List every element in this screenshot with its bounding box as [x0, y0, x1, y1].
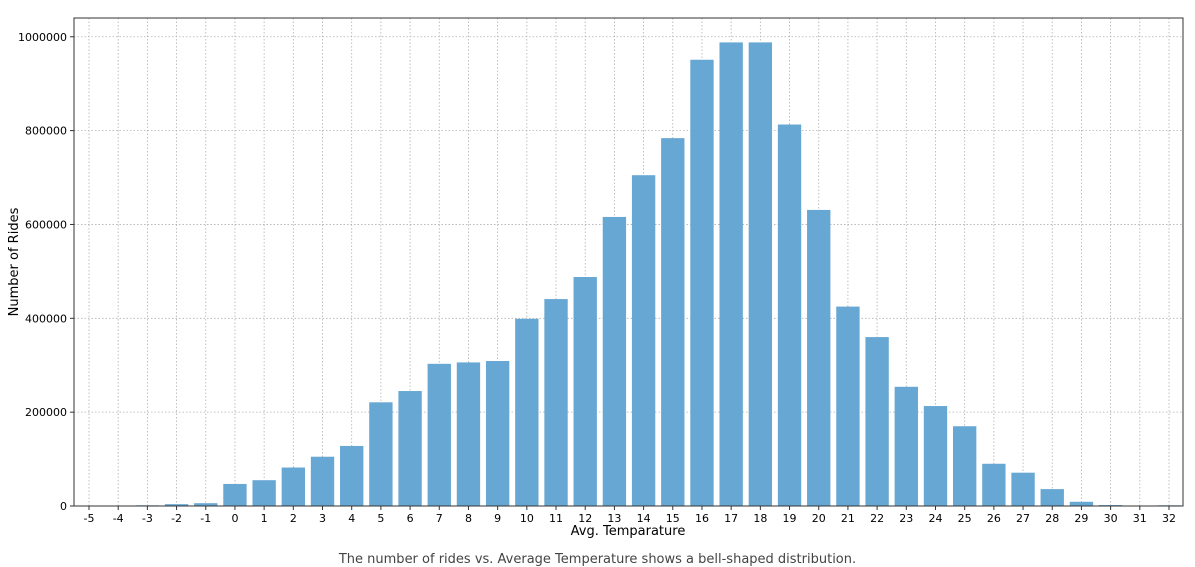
bar-26: [982, 464, 1005, 506]
bar-18: [749, 42, 772, 506]
bar-27: [1011, 473, 1034, 506]
x-tick-label: 26: [987, 512, 1001, 525]
bar-5: [369, 402, 392, 506]
x-tick-label: -5: [84, 512, 95, 525]
x-tick-label: 17: [724, 512, 738, 525]
grid-lines: [74, 18, 1183, 506]
x-tick-label: 10: [520, 512, 534, 525]
y-tick-label: 600000: [25, 218, 67, 231]
x-tick-label: 28: [1045, 512, 1059, 525]
x-tick-label: 2: [290, 512, 297, 525]
bar-21: [836, 307, 859, 506]
x-tick-label: 18: [753, 512, 767, 525]
bar-14: [632, 175, 655, 506]
x-tick-label: 24: [928, 512, 942, 525]
y-tick-label: 400000: [25, 312, 67, 325]
bar-25: [953, 426, 976, 506]
y-axis-ticks: 0 200000 400000 600000 800000 1000000: [18, 31, 74, 513]
bar-20: [807, 210, 830, 506]
x-tick-label: 27: [1016, 512, 1030, 525]
bar-7: [428, 364, 451, 506]
y-axis-title: Number of Rides: [7, 207, 22, 316]
bar-24: [924, 406, 947, 506]
x-tick-label: 8: [465, 512, 472, 525]
bar-2: [282, 468, 305, 506]
x-tick-label: 3: [319, 512, 326, 525]
bar-6: [398, 391, 421, 506]
bar-28: [1041, 489, 1064, 506]
y-tick-label: 800000: [25, 125, 67, 138]
bar-17: [719, 42, 742, 506]
bar-22: [865, 337, 888, 506]
bar-16: [690, 60, 713, 506]
x-tick-label: -4: [113, 512, 124, 525]
bar-12: [574, 277, 597, 506]
figure-caption: The number of rides vs. Average Temperat…: [0, 552, 1195, 567]
x-tick-label: -3: [142, 512, 153, 525]
x-tick-label: 5: [377, 512, 384, 525]
bar-15: [661, 138, 684, 506]
bar-29: [1070, 502, 1093, 506]
x-tick-label: 22: [870, 512, 884, 525]
x-tick-label: 7: [436, 512, 443, 525]
x-tick-label: 21: [841, 512, 855, 525]
bar-13: [603, 217, 626, 506]
bar-23: [895, 387, 918, 506]
x-tick-label: 32: [1162, 512, 1176, 525]
x-tick-label: 4: [348, 512, 355, 525]
x-tick-label: 6: [407, 512, 414, 525]
bars: [77, 42, 1180, 506]
y-tick-label: 200000: [25, 406, 67, 419]
x-tick-label: 23: [899, 512, 913, 525]
bar-0: [223, 484, 246, 506]
bar-4: [340, 446, 363, 506]
bar-3: [311, 457, 334, 506]
x-tick-label: 19: [783, 512, 797, 525]
x-tick-label: 9: [494, 512, 501, 525]
y-tick-label: 1000000: [18, 31, 67, 44]
y-tick-label: 0: [60, 500, 67, 513]
x-tick-label: 16: [695, 512, 709, 525]
x-tick-label: 29: [1074, 512, 1088, 525]
bar-8: [457, 362, 480, 506]
x-axis-title: Avg. Temparature: [571, 524, 686, 539]
x-tick-label: 1: [261, 512, 268, 525]
x-tick-label: 31: [1133, 512, 1147, 525]
plot-frame: [74, 18, 1183, 506]
x-tick-label: 0: [231, 512, 238, 525]
x-tick-label: 11: [549, 512, 563, 525]
bar-9: [486, 361, 509, 506]
x-tick-label: 30: [1104, 512, 1118, 525]
x-tick-label: 25: [958, 512, 972, 525]
x-tick-label: -2: [171, 512, 182, 525]
x-tick-label: 20: [812, 512, 826, 525]
bar-1: [252, 480, 275, 506]
x-tick-label: -1: [200, 512, 211, 525]
bar-19: [778, 125, 801, 506]
bar-10: [515, 319, 538, 506]
bar-11: [544, 299, 567, 506]
